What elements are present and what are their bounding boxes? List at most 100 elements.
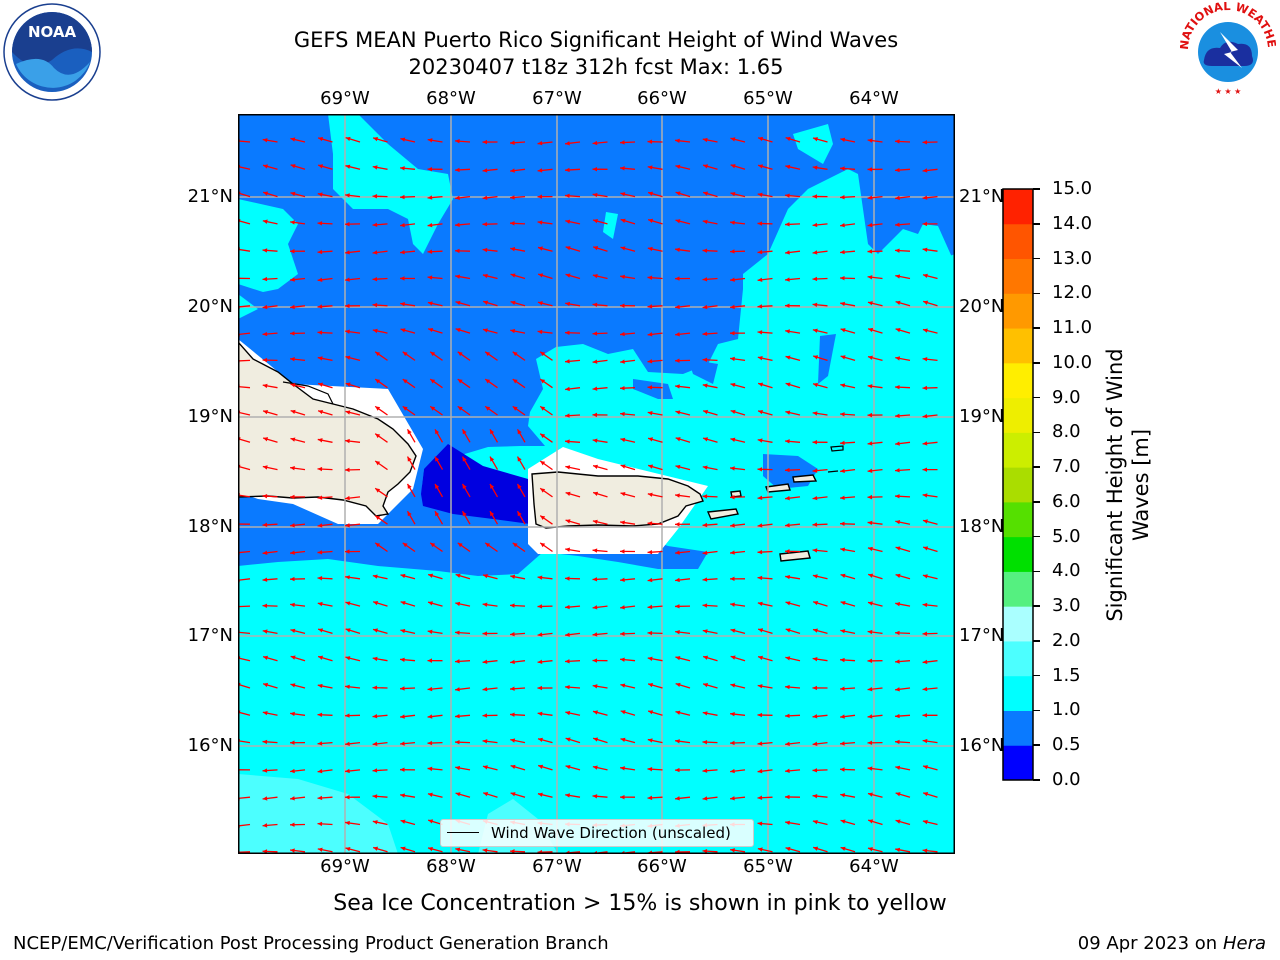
wind-wave-arrowhead <box>290 576 295 582</box>
wind-wave-arrowhead <box>400 137 406 142</box>
wind-wave-arrowhead <box>592 519 598 525</box>
wind-wave-arrowhead <box>537 246 543 251</box>
wind-wave-arrowhead <box>867 167 873 172</box>
wind-wave-arrowhead <box>537 575 543 580</box>
wind-wave-arrowhead <box>647 332 653 337</box>
wind-wave-arrowhead <box>923 546 929 551</box>
wind-wave-arrowhead <box>510 195 515 200</box>
wind-wave-arrowhead <box>490 511 495 517</box>
wind-wave-arrowhead <box>427 629 433 634</box>
wind-wave-arrowhead <box>345 382 351 387</box>
colorbar-segment <box>1003 189 1033 225</box>
wind-wave-arrowhead <box>840 412 845 417</box>
wind-wave-arrowhead <box>840 383 846 388</box>
wind-wave-arrowhead <box>372 302 378 308</box>
credit-text: NCEP/EMC/Verification Post Processing Pr… <box>13 933 609 954</box>
wind-wave-arrowhead <box>290 848 295 853</box>
wind-wave-arrowhead <box>455 630 460 635</box>
wind-wave-arrowhead <box>730 655 736 660</box>
wind-wave-arrowhead <box>290 822 295 827</box>
wind-wave-arrowhead <box>922 328 928 333</box>
colorbar-tick-label: 9.0 <box>1052 386 1081 408</box>
lat-tick-right: 18°N <box>959 516 1005 537</box>
colorbar-tick-mark <box>1033 188 1040 190</box>
wind-wave-arrowhead <box>375 460 381 466</box>
wind-wave-arrowhead <box>318 164 324 169</box>
wind-wave-arrowhead <box>730 437 736 442</box>
wind-wave-arrowhead <box>540 542 546 548</box>
wind-wave-arrowhead <box>702 768 708 773</box>
wind-wave-arrowhead <box>922 738 928 744</box>
wind-wave-arrowhead <box>435 456 440 462</box>
wind-wave-arrowhead <box>867 412 873 418</box>
wind-wave-arrowhead <box>895 713 900 719</box>
wind-wave-arrowhead <box>457 379 463 384</box>
wind-wave-arrowhead <box>427 766 433 772</box>
wind-wave-arrowhead <box>427 792 433 797</box>
wind-wave-arrowhead <box>427 249 433 254</box>
wind-wave-arrowhead <box>785 522 790 528</box>
wind-wave-arrowhead <box>675 358 680 363</box>
wind-wave-arrowhead <box>675 384 680 389</box>
wind-wave-arrow <box>238 711 251 716</box>
wind-wave-arrowhead <box>730 330 735 336</box>
wind-wave-arrowhead <box>263 682 269 688</box>
wind-wave-arrow <box>238 465 251 471</box>
wind-wave-arrowhead <box>620 766 625 771</box>
wind-wave-arrowhead <box>730 220 735 225</box>
wind-wave-arrowhead <box>812 194 818 199</box>
wind-wave-arrowhead <box>867 740 873 746</box>
wind-wave-arrowhead <box>647 246 653 252</box>
colorbar-segment <box>1003 571 1033 607</box>
colorbar-segment <box>1003 675 1033 711</box>
wind-wave-arrowhead <box>812 222 818 228</box>
wind-wave-arrowhead <box>263 410 268 415</box>
wind-wave-arrowhead <box>840 657 845 663</box>
colorbar-segment <box>1003 223 1033 260</box>
land-hispaniola <box>238 340 417 517</box>
wind-wave-arrowhead <box>400 686 405 691</box>
colorbar-segment <box>1003 640 1033 677</box>
wind-wave-arrow <box>238 165 251 170</box>
wind-wave-arrowhead <box>840 767 845 772</box>
wind-wave-arrowhead <box>840 137 846 142</box>
wind-wave-arrowhead <box>675 138 680 144</box>
wind-wave-arrowhead <box>435 429 440 435</box>
wind-wave-arrowhead <box>757 741 763 746</box>
wind-wave-arrowhead <box>840 714 845 719</box>
wind-wave-arrowhead <box>592 632 598 637</box>
wind-wave-arrowhead <box>263 191 269 196</box>
wind-wave-arrowhead <box>317 192 323 197</box>
wind-wave-arrowhead <box>565 141 570 146</box>
wind-wave-arrowhead <box>482 328 488 333</box>
wind-wave-arrowhead <box>290 628 296 634</box>
wind-wave-arrowhead <box>517 511 522 517</box>
lat-tick-right: 16°N <box>959 735 1005 756</box>
wind-wave-arrowhead <box>317 821 323 827</box>
lat-tick-left: 17°N <box>187 625 233 646</box>
lat-tick-left: 21°N <box>187 186 233 207</box>
wind-wave-arrowhead <box>922 574 928 579</box>
wind-wave-arrowhead <box>427 658 433 663</box>
svg-text:★ ★ ★: ★ ★ ★ <box>1215 87 1242 96</box>
wind-wave-arrowhead <box>785 222 790 227</box>
wind-wave-arrowhead <box>290 437 296 442</box>
wind-wave-arrowhead <box>372 194 378 199</box>
wind-wave-arrow <box>238 305 251 308</box>
wind-wave-arrowhead <box>462 456 467 462</box>
wind-wave-arrowhead <box>482 739 488 744</box>
wind-wave-arrowhead <box>592 765 598 770</box>
wind-wave-arrowhead <box>758 628 764 633</box>
wind-wave-arrowhead <box>455 139 460 144</box>
wind-wave-arrowhead <box>510 300 516 305</box>
colorbar-label: Significant Height of Wind Waves [m] <box>1102 348 1154 621</box>
wind-wave-arrowhead <box>702 739 708 745</box>
wind-wave-arrowhead <box>812 548 818 553</box>
wind-wave-arrowhead <box>317 221 323 226</box>
wind-wave-arrowhead <box>592 140 598 146</box>
wind-wave-arrowhead <box>375 515 381 520</box>
wind-wave-arrow <box>238 657 251 662</box>
wind-wave-arrowhead <box>812 574 818 579</box>
wind-wave-arrowhead <box>785 656 791 661</box>
wind-wave-arrowhead <box>757 221 763 226</box>
